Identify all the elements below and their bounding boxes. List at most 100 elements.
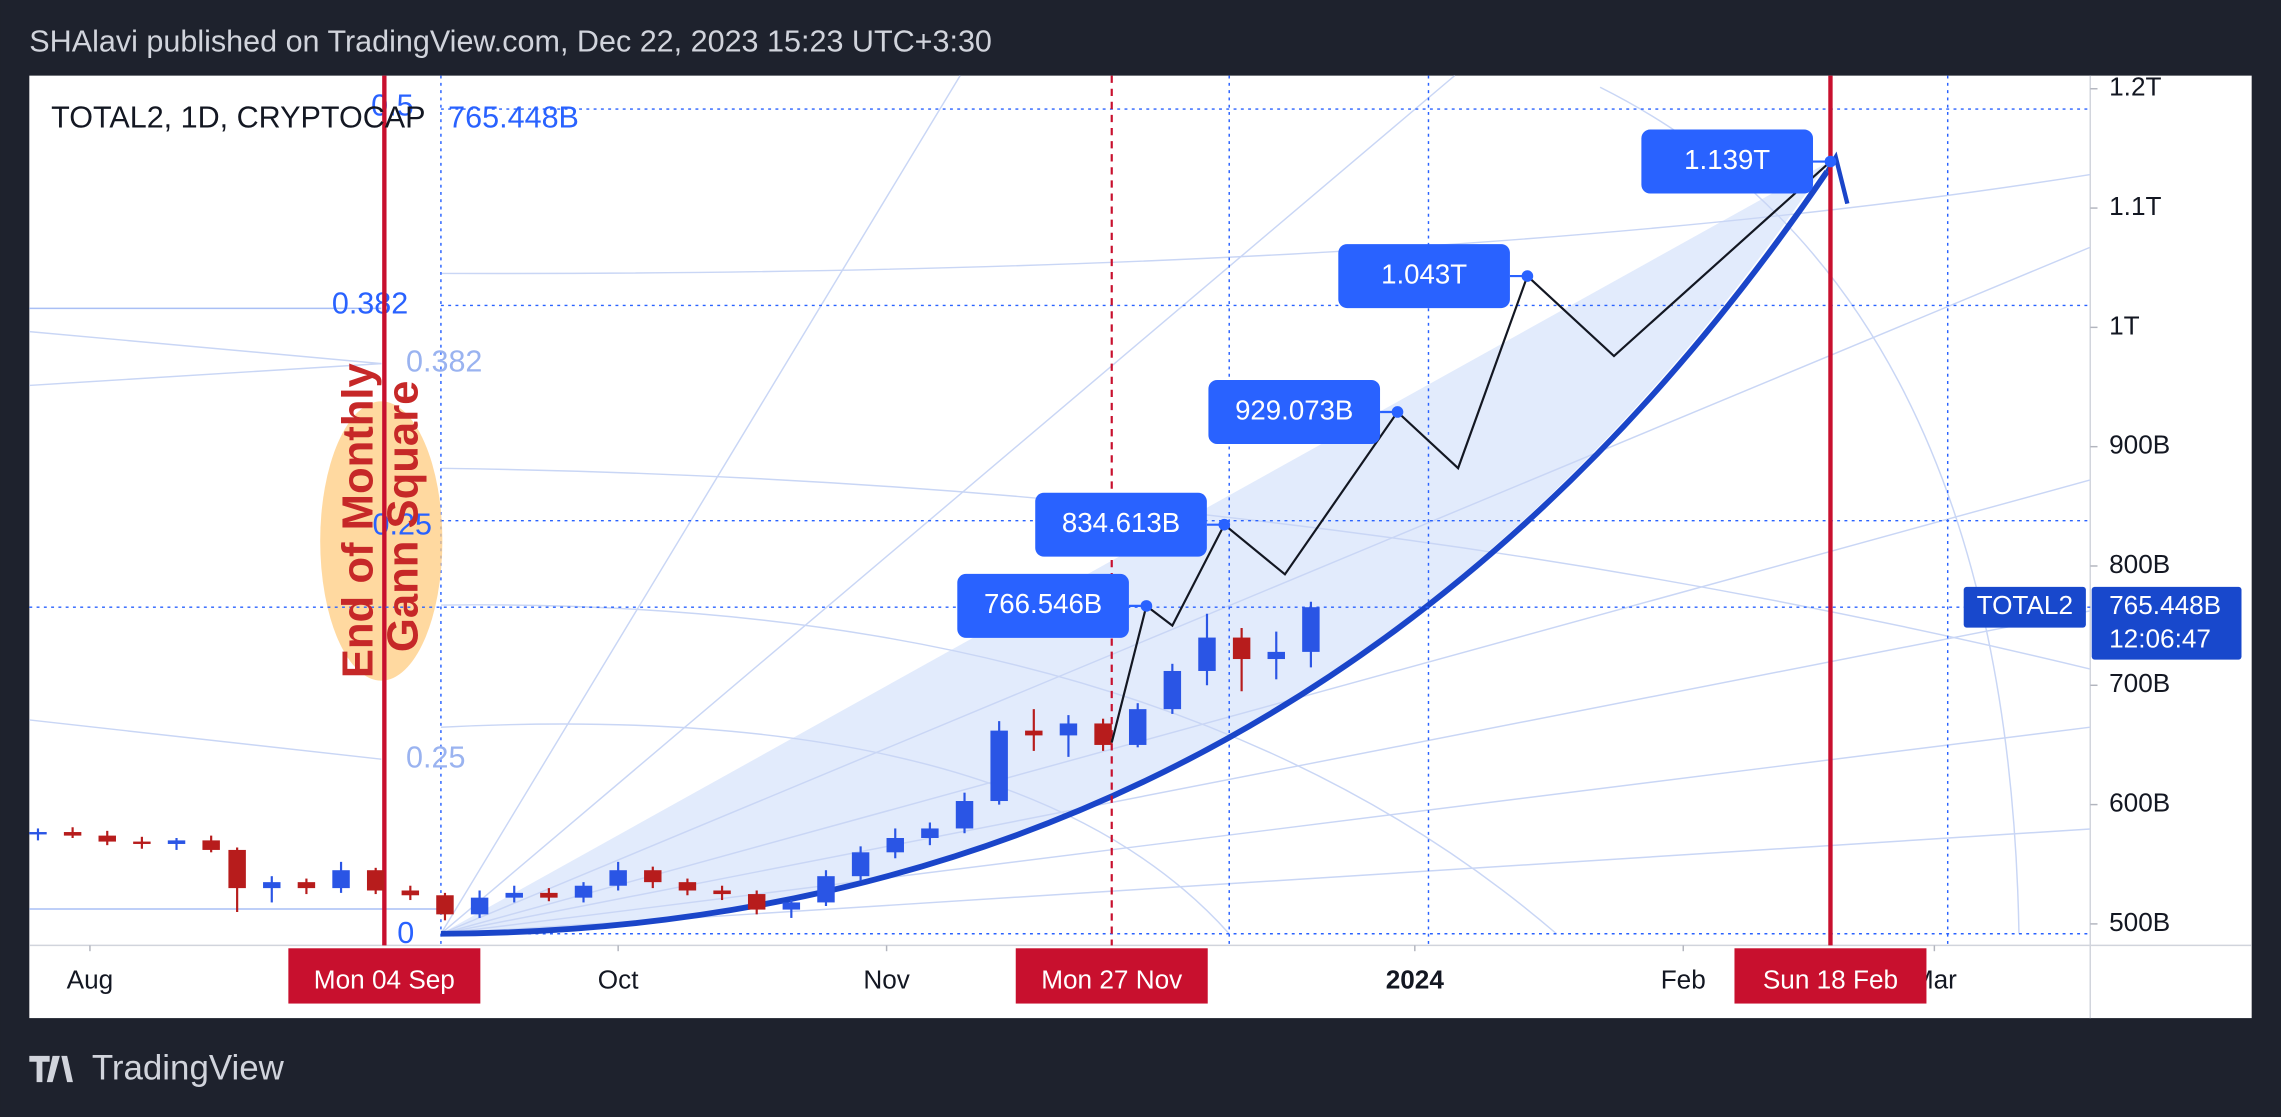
projection-label-box: [1338, 244, 1510, 309]
y-tick-label: 600B: [2109, 788, 2170, 818]
logo-mark: [29, 1055, 73, 1083]
y-tick-label: 1.2T: [2109, 72, 2161, 102]
x-tick-label: Aug: [67, 965, 114, 995]
fan-line: [29, 719, 382, 760]
fan-line: [440, 479, 2091, 935]
projection-path: [1110, 160, 1832, 743]
footer-brand: TradingView: [92, 1049, 285, 1088]
candle-body: [505, 892, 523, 898]
candle-body: [713, 890, 731, 895]
fan-line: [29, 330, 382, 365]
candle-body: [782, 902, 801, 910]
candle-body: [133, 841, 151, 844]
projection-point: [1521, 270, 1534, 282]
candle-body: [98, 835, 116, 842]
plot: 500B 600B 700B 800B 900B 1T 1.1T 1.2T Aug Oct Nov 2…: [29, 72, 2242, 1004]
candle-body: [366, 870, 385, 891]
header-text: SHAlavi published on TradingView.com, De…: [29, 25, 992, 59]
candle-body: [401, 890, 420, 896]
y-tick-label: 900B: [2109, 430, 2170, 460]
gann-label: 0.382: [406, 345, 482, 379]
y-tick-label: 700B: [2109, 668, 2170, 698]
candle-body: [1267, 651, 1285, 660]
footer-logo: TradingView: [29, 1049, 285, 1088]
projection-point: [1140, 600, 1153, 612]
date-marker-label: Mon 04 Sep: [314, 965, 455, 995]
candle-body: [678, 882, 697, 891]
x-tick-label: Nov: [863, 965, 910, 995]
fan-line: [440, 828, 2091, 935]
fan-line: [440, 726, 2091, 935]
projection-label: 1.139T: [1684, 144, 1770, 175]
candle-body: [540, 892, 558, 898]
candle-body: [1128, 709, 1147, 745]
candle-body: [1025, 730, 1043, 736]
gann-label: 0.5: [371, 89, 413, 123]
candle-body: [747, 894, 766, 910]
x-tick-label: Feb: [1661, 965, 1706, 995]
fan-line: [440, 75, 961, 935]
projection-point: [1391, 406, 1404, 418]
projection-label-box: [1035, 492, 1207, 557]
gann-label: 0.25: [406, 740, 465, 774]
date-marker-label: Sun 18 Feb: [1763, 965, 1898, 995]
arc: [440, 604, 1557, 935]
projection-label: 834.613B: [1062, 507, 1180, 538]
candle-body: [297, 882, 316, 889]
candle-body: [1094, 723, 1112, 745]
candle-body: [263, 882, 281, 889]
price-tag-box: [2091, 586, 2242, 660]
candle-body: [228, 849, 246, 889]
projection-label-box: [957, 573, 1129, 638]
candle-body: [609, 870, 627, 886]
date-marker-box: [1015, 948, 1208, 1004]
candle-body: [202, 840, 220, 850]
candle-body: [851, 852, 870, 877]
candle-body: [29, 832, 47, 835]
candle-body: [167, 840, 186, 844]
candle-body: [470, 897, 489, 915]
fib-levels: [440, 75, 2091, 946]
candle-body: [955, 801, 974, 829]
annotation: End of Monthly Gann Square: [334, 362, 427, 678]
arc: [440, 467, 2091, 670]
candle-body: [1198, 637, 1216, 671]
y-tick-label: 800B: [2109, 549, 2170, 579]
symbol-tag-box: [1963, 586, 2086, 628]
y-tick-label: 1T: [2109, 310, 2140, 340]
price-tag: 765.448B: [2109, 590, 2221, 620]
symbol-tag: TOTAL2: [1977, 590, 2073, 620]
candle-body: [1059, 723, 1078, 736]
projection-label-box: [1208, 379, 1381, 444]
candle-body: [574, 885, 593, 898]
candle-body: [886, 838, 904, 853]
arc: [440, 723, 1230, 935]
date-marker-box: [1734, 948, 1927, 1004]
candle-body: [332, 870, 350, 889]
x-tick-label: Oct: [598, 965, 639, 995]
projection-curve: [440, 169, 1830, 937]
fan-line: [440, 246, 2091, 935]
candle-body: [644, 870, 662, 883]
projection-point: [1824, 155, 1837, 168]
candle-body: [817, 876, 835, 903]
y-tick-label: 500B: [2109, 907, 2170, 937]
candle-body: [63, 832, 82, 836]
projection-label: 1.043T: [1381, 258, 1467, 289]
legend-price: 765.448B: [448, 100, 579, 134]
gann-label: 0: [397, 916, 414, 950]
annotation-line: Gann Square: [380, 381, 428, 653]
candle-body: [1163, 670, 1182, 710]
symbol-legend: TOTAL2, 1D, CRYPTOCAP: [51, 100, 425, 134]
gann-label: 0.382: [332, 286, 408, 320]
candle-body: [436, 895, 454, 915]
candle-body: [990, 730, 1008, 802]
candle-body: [1232, 637, 1251, 660]
highlight-ellipse: [320, 401, 443, 681]
projection-label: 929.073B: [1235, 394, 1353, 425]
y-tick-label: 1.1T: [2109, 191, 2161, 221]
fan-line: [29, 362, 382, 387]
projection-label: 766.546B: [984, 588, 1102, 619]
